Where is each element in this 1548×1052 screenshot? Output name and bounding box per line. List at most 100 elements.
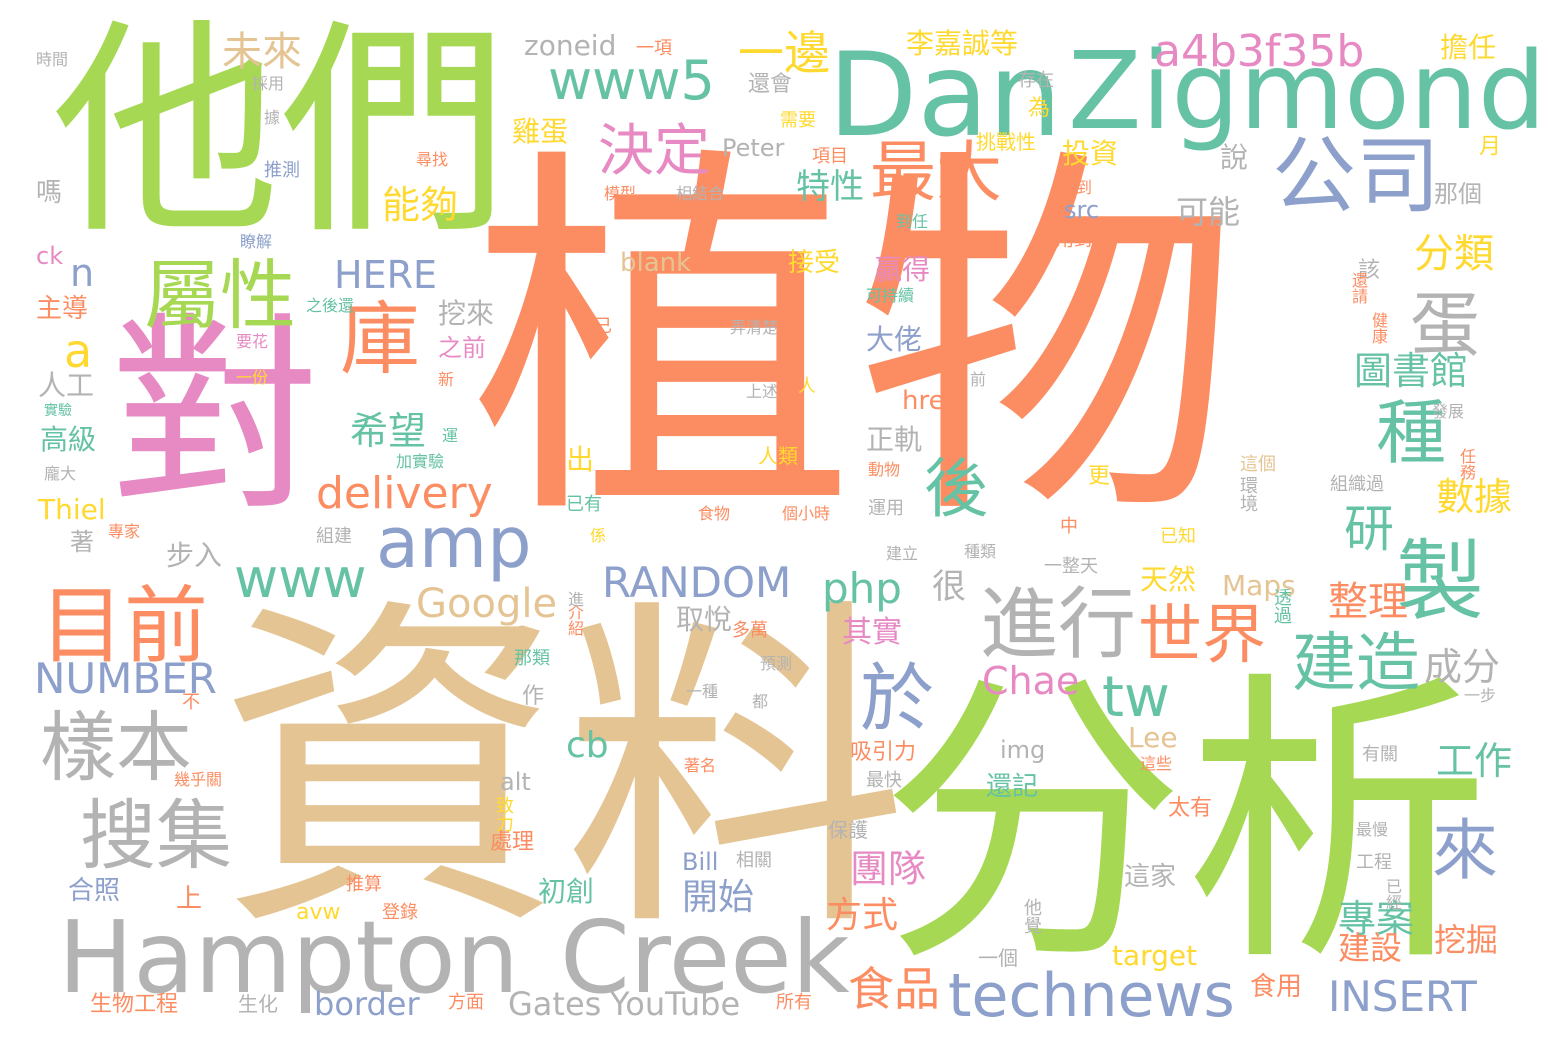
- cloud-word: 相關: [736, 850, 772, 871]
- cloud-word: tw: [1102, 665, 1170, 730]
- cloud-word: 為: [1028, 96, 1051, 121]
- cloud-word: 上: [176, 884, 203, 914]
- cloud-word: 任務: [1457, 448, 1476, 480]
- cloud-word: 建造: [1292, 627, 1420, 701]
- cloud-word: 希望: [350, 409, 427, 453]
- cloud-word: 專案: [1338, 897, 1415, 941]
- cloud-word: 不: [182, 692, 200, 713]
- cloud-word: 推測: [264, 160, 300, 181]
- cloud-word: Peter: [722, 134, 785, 162]
- cloud-word: 已知: [1160, 526, 1196, 547]
- cloud-word: 他們: [52, 0, 508, 265]
- cloud-word: 人類: [758, 444, 798, 468]
- cloud-word: 李嘉誠等: [906, 27, 1019, 60]
- cloud-word: 用到: [1056, 230, 1092, 251]
- cloud-word: 人工: [38, 369, 95, 402]
- cloud-word: 還請: [1349, 272, 1368, 304]
- cloud-word: 那類: [514, 648, 550, 669]
- cloud-word: 尋找: [416, 150, 449, 169]
- cloud-word: 健康: [1369, 312, 1388, 344]
- cloud-word: Dan: [828, 28, 1062, 163]
- cloud-word: Chae: [982, 659, 1080, 703]
- cloud-word: 種類: [964, 542, 997, 561]
- cloud-word: 要花: [236, 332, 269, 351]
- cloud-word: 專家: [108, 522, 141, 541]
- cloud-word: 分析: [880, 647, 1490, 1002]
- cloud-word: 圖書館: [1354, 349, 1469, 393]
- cloud-word: 環境: [1237, 476, 1258, 512]
- cloud-word: 人: [798, 376, 816, 397]
- cloud-word: 所有: [776, 992, 812, 1013]
- cloud-word: 預測: [760, 654, 793, 673]
- cloud-word: Creek: [560, 899, 850, 1016]
- cloud-word: Bill: [682, 848, 719, 876]
- cloud-word: RANDOM: [602, 558, 792, 607]
- cloud-word: YouTube: [610, 985, 741, 1023]
- cloud-word: 挖來: [438, 297, 495, 330]
- cloud-word: 時間: [36, 50, 69, 69]
- cloud-word: 龐大: [44, 464, 77, 483]
- cloud-word: 推算: [346, 874, 382, 895]
- cloud-word: 取悅: [676, 603, 733, 636]
- cloud-word: php: [822, 564, 902, 613]
- cloud-word: 後: [924, 453, 988, 527]
- cloud-word: 建立: [886, 544, 919, 563]
- cloud-word: 種: [1376, 392, 1446, 474]
- cloud-word: 挖掘: [1434, 921, 1499, 959]
- cloud-word: 中: [1060, 516, 1078, 537]
- cloud-word: 目前: [40, 577, 209, 675]
- cloud-word: 保護: [828, 818, 868, 842]
- cloud-word: Gates: [508, 985, 602, 1023]
- cloud-word: 該: [1358, 258, 1381, 283]
- cloud-word: 製: [1396, 530, 1485, 633]
- cloud-word: 前: [970, 370, 987, 389]
- cloud-word: 主導: [36, 294, 89, 324]
- cloud-word: NUMBER: [34, 654, 217, 703]
- cloud-word: 之前: [438, 334, 486, 362]
- cloud-word: 一份: [236, 368, 269, 387]
- cloud-word: 那個: [1434, 180, 1482, 208]
- cloud-word: 進行: [980, 580, 1137, 670]
- cloud-word: 工作: [1436, 739, 1513, 783]
- cloud-word: 嗎: [36, 178, 63, 208]
- cloud-word: 透過: [1271, 588, 1292, 624]
- cloud-word: 模型: [604, 184, 637, 203]
- cloud-word: 搜集: [80, 791, 232, 880]
- cloud-word: 正軌: [866, 423, 923, 456]
- cloud-word: 數據: [1436, 475, 1513, 519]
- cloud-word: 更: [1088, 464, 1111, 489]
- cloud-word: 食物: [698, 504, 731, 523]
- cloud-word: 決定: [598, 119, 710, 184]
- cloud-word: 說: [1220, 141, 1249, 174]
- cloud-word: 係: [590, 526, 607, 545]
- cloud-word: Thiel: [38, 493, 106, 526]
- cloud-word: 加實驗: [396, 452, 445, 471]
- cloud-word: avw: [296, 900, 341, 925]
- cloud-word: 登錄: [382, 902, 418, 923]
- cloud-word: 方式: [826, 895, 899, 936]
- cloud-word: HERE: [334, 253, 437, 297]
- cloud-word: 世界: [1138, 599, 1266, 673]
- cloud-word: 初創: [538, 875, 595, 908]
- cloud-word: delivery: [316, 468, 493, 519]
- cloud-word: 還記: [986, 772, 1039, 802]
- cloud-word: 雞蛋: [512, 115, 569, 148]
- cloud-word: 植物: [470, 118, 1240, 566]
- cloud-word: 月: [1475, 134, 1500, 156]
- cloud-word: 高級: [40, 423, 97, 456]
- cloud-word: 運: [442, 426, 459, 445]
- cloud-word: 已: [594, 316, 612, 337]
- cloud-word: href: [902, 386, 954, 416]
- cloud-word: 著名: [684, 756, 717, 775]
- cloud-word: 介紹: [565, 604, 584, 636]
- cloud-word: 一整天: [1044, 556, 1098, 577]
- cloud-word: 採用: [252, 74, 285, 93]
- cloud-word: 組建: [316, 526, 352, 547]
- cloud-word: a: [64, 324, 93, 378]
- cloud-word: 弄清楚: [730, 318, 779, 337]
- cloud-word: Zigmond: [1068, 28, 1546, 154]
- cloud-word: Lee: [1128, 721, 1178, 754]
- cloud-word: 天然: [1140, 563, 1197, 596]
- cloud-word: technews: [948, 961, 1235, 1031]
